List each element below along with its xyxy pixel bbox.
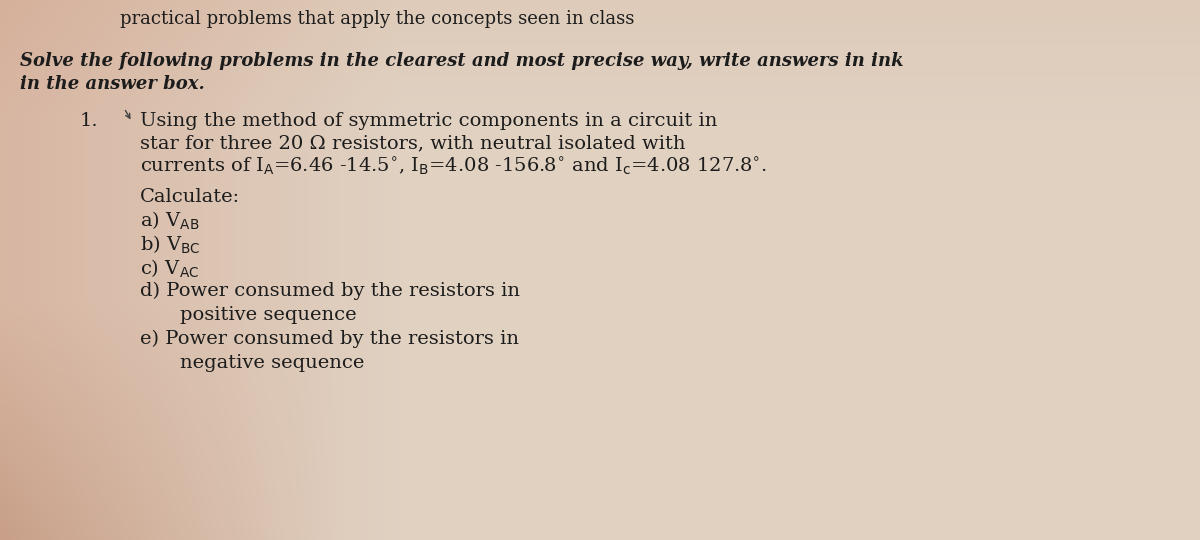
Text: Calculate:: Calculate: <box>140 188 240 206</box>
Text: positive sequence: positive sequence <box>180 306 356 324</box>
Text: d) Power consumed by the resistors in: d) Power consumed by the resistors in <box>140 282 520 300</box>
Text: a) V$_{\rm AB}$: a) V$_{\rm AB}$ <box>140 210 199 232</box>
Text: b) V$_{\rm BC}$: b) V$_{\rm BC}$ <box>140 234 200 256</box>
Text: in the answer box.: in the answer box. <box>20 75 205 93</box>
Text: Solve the following problems in the clearest and most precise way, write answers: Solve the following problems in the clea… <box>20 52 904 70</box>
Text: currents of I$_{\rm A}$=6.46 -14.5$^{\circ}$, I$_{\rm B}$=4.08 -156.8$^{\circ}$ : currents of I$_{\rm A}$=6.46 -14.5$^{\ci… <box>140 156 767 179</box>
Text: negative sequence: negative sequence <box>180 354 365 372</box>
Text: Using the method of symmetric components in a circuit in: Using the method of symmetric components… <box>140 112 718 130</box>
Text: c) V$_{\rm AC}$: c) V$_{\rm AC}$ <box>140 258 199 280</box>
Text: e) Power consumed by the resistors in: e) Power consumed by the resistors in <box>140 330 520 348</box>
Text: 1.: 1. <box>80 112 98 130</box>
Text: star for three 20 Ω resistors, with neutral isolated with: star for three 20 Ω resistors, with neut… <box>140 134 685 152</box>
Text: practical problems that apply the concepts seen in class: practical problems that apply the concep… <box>120 10 635 28</box>
